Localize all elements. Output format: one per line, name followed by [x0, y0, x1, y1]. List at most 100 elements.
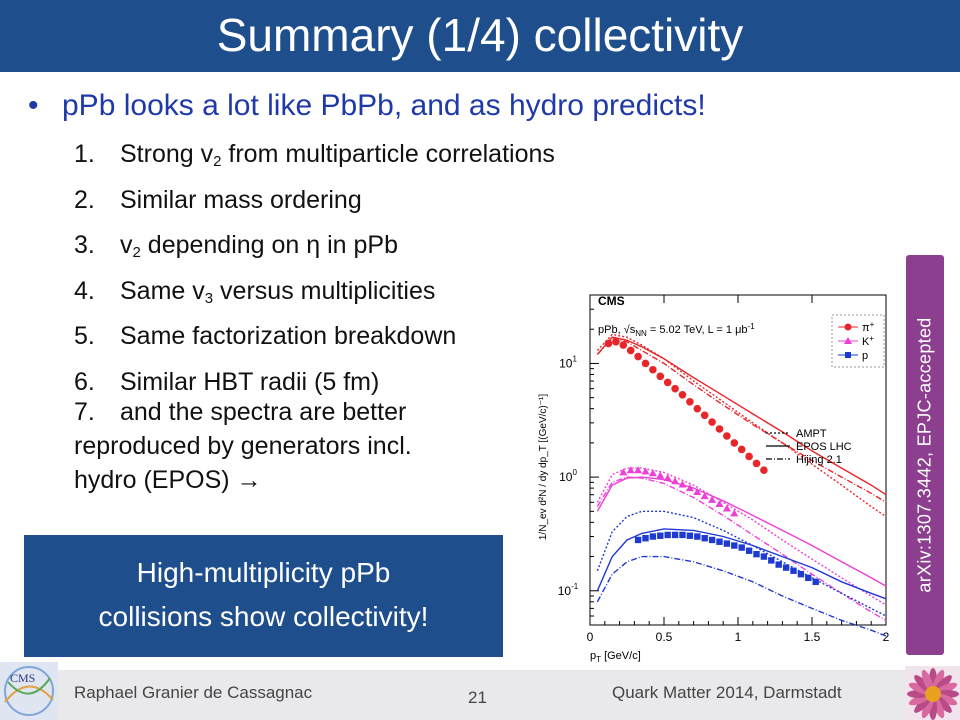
- data-point: [619, 468, 628, 476]
- cms-logo-icon: CMS: [0, 662, 58, 720]
- data-point: [723, 540, 731, 547]
- data-point: [678, 480, 687, 488]
- data-point: [649, 533, 657, 540]
- item-subscript: 2: [213, 153, 222, 170]
- model-legend-label: Hijing 2.1: [796, 454, 842, 466]
- footer-event: Quark Matter 2014, Darmstadt: [612, 683, 842, 702]
- data-point: [812, 578, 819, 585]
- data-point: [612, 338, 620, 346]
- data-point: [738, 544, 745, 551]
- data-point: [686, 397, 694, 406]
- data-point: [663, 378, 672, 387]
- data-point: [730, 509, 739, 517]
- data-point: [656, 471, 665, 479]
- main-bullet-text: pPb looks a lot like PbPb, and as hydro …: [62, 89, 706, 122]
- data-point: [686, 532, 694, 539]
- model-curve: [596, 510, 887, 617]
- data-point: [649, 365, 657, 374]
- collision-label-sup: -1: [748, 322, 756, 331]
- legend-marker: [845, 352, 851, 358]
- data-point: [685, 484, 694, 492]
- xlabel-sub: T: [596, 655, 601, 664]
- item-text: Same factorization breakdown: [120, 322, 457, 350]
- data-point: [671, 477, 680, 485]
- list-item: 4. Same v3 versus multiplicities: [74, 272, 555, 318]
- title-bar: [0, 0, 960, 72]
- data-point: [671, 384, 679, 393]
- data-point: [642, 535, 649, 542]
- data-point: [700, 411, 709, 420]
- legend-label-sup: +: [870, 320, 875, 329]
- legend-label-sup: +: [869, 334, 874, 343]
- data-point: [619, 341, 628, 349]
- x-tick-label: 1: [735, 630, 742, 644]
- data-point: [604, 339, 613, 348]
- list-item: 1. Strong v2 from multiparticle correlati…: [74, 135, 555, 181]
- arxiv-reference: arXiv:1307.3442, EPJC-accepted: [914, 317, 935, 593]
- slide-number: 21: [468, 688, 487, 707]
- footer-bar: [0, 670, 960, 720]
- data-point: [679, 531, 686, 539]
- data-point: [634, 466, 643, 474]
- list-item-7: 7. and the spectra are better reproduced …: [74, 395, 412, 497]
- data-point: [641, 467, 650, 475]
- slide-title: Summary (1/4) collectivity: [216, 9, 744, 61]
- data-point: [641, 359, 650, 368]
- data-point: [693, 404, 702, 413]
- data-point: [753, 550, 760, 558]
- chart-ylabel: 1/N_ev d²N / dy dp_T [(GeV/c)⁻¹]: [538, 394, 549, 540]
- data-point: [731, 542, 738, 549]
- item-text: Strong v: [120, 140, 214, 168]
- xlabel-unit: [GeV/c]: [601, 650, 641, 662]
- item-number: 2.: [74, 185, 95, 214]
- item-number: 5.: [74, 322, 95, 350]
- data-point: [797, 570, 805, 578]
- item-text: v: [120, 231, 133, 259]
- data-point: [782, 564, 790, 571]
- data-point: [634, 352, 642, 361]
- data-point: [737, 445, 746, 454]
- model-curve: [596, 528, 887, 600]
- conclusion-callout: High-multiplicity pPb collisions show co…: [24, 535, 503, 657]
- y-tick-exponent: 0: [572, 468, 577, 477]
- item-text-rest: versus multiplicities: [213, 276, 436, 305]
- data-point: [752, 459, 761, 468]
- data-point: [663, 474, 672, 482]
- data-point: [745, 547, 753, 554]
- model-curve: [596, 555, 887, 637]
- data-point: [708, 495, 717, 503]
- list-item: 2. Similar mass ordering: [74, 181, 555, 227]
- data-point: [790, 567, 797, 574]
- data-point: [716, 538, 723, 545]
- data-point: [693, 487, 702, 495]
- data-point: [657, 532, 664, 539]
- list-item: 5. Same factorization breakdown: [74, 317, 555, 363]
- item-text-rest: depending on η in pPb: [140, 231, 399, 259]
- x-tick-label: 1.5: [804, 630, 821, 644]
- arrow-icon: →: [236, 466, 262, 494]
- item-number: 3.: [74, 231, 95, 259]
- svg-text:CMS: CMS: [10, 671, 35, 685]
- data-point: [760, 466, 768, 475]
- data-point: [708, 536, 716, 544]
- item-text: Similar HBT radii (5 fm): [120, 367, 380, 396]
- x-tick-label: 2: [883, 630, 890, 644]
- item-text: Similar mass ordering: [120, 185, 362, 214]
- data-point: [634, 536, 642, 544]
- list-item: 3. v2 depending on η in pPb: [74, 226, 555, 272]
- item7-line3: hydro (EPOS): [74, 466, 237, 494]
- data-point: [715, 425, 724, 433]
- data-point: [664, 531, 671, 539]
- chart-collision-label: pPb, √sNN = 5.02 TeV, L = 1 μb-1: [598, 322, 755, 338]
- y-tick-exponent: -1: [571, 582, 579, 591]
- data-point: [775, 561, 782, 568]
- legend-marker: [844, 337, 852, 344]
- data-point: [708, 418, 716, 426]
- item-number: 1.: [74, 140, 95, 168]
- data-point: [723, 432, 731, 440]
- data-point: [648, 469, 657, 477]
- x-tick-label: 0.5: [656, 630, 673, 644]
- data-point: [805, 574, 812, 582]
- arxiv-reference-box: [906, 255, 944, 655]
